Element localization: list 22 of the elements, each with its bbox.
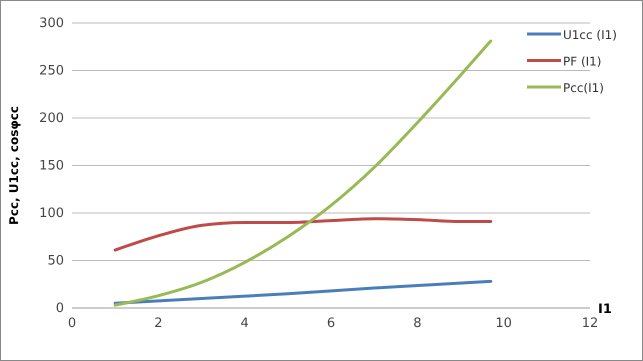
line-series	[114, 40, 492, 307]
legend-label: Pcc(I1)	[563, 81, 604, 95]
line-series	[114, 217, 492, 252]
y-tick-label: 100	[39, 206, 64, 222]
x-tick-label: 10	[495, 316, 512, 332]
y-axis-title: Pcc, U1cc, cosφcc	[7, 106, 21, 225]
x-tick-label: 0	[68, 316, 76, 332]
x-tick-label: 2	[154, 316, 162, 332]
x-axis-title: I1	[598, 302, 612, 317]
x-tick-label: 4	[240, 316, 249, 332]
y-tick-label: 150	[39, 158, 64, 174]
legend-label: U1cc (I1)	[563, 28, 617, 42]
y-tick-label: 300	[39, 16, 64, 32]
y-tick-label: 250	[39, 64, 64, 79]
legend-label: PF (I1)	[563, 54, 602, 68]
line-series	[114, 280, 492, 305]
x-tick-label: 12	[582, 316, 598, 332]
y-tick-label: 0	[56, 301, 64, 316]
x-tick-label: 8	[413, 316, 422, 332]
x-tick-label: 6	[326, 316, 336, 332]
y-tick-label: 200	[39, 111, 64, 126]
y-tick-label: 50	[47, 254, 64, 269]
